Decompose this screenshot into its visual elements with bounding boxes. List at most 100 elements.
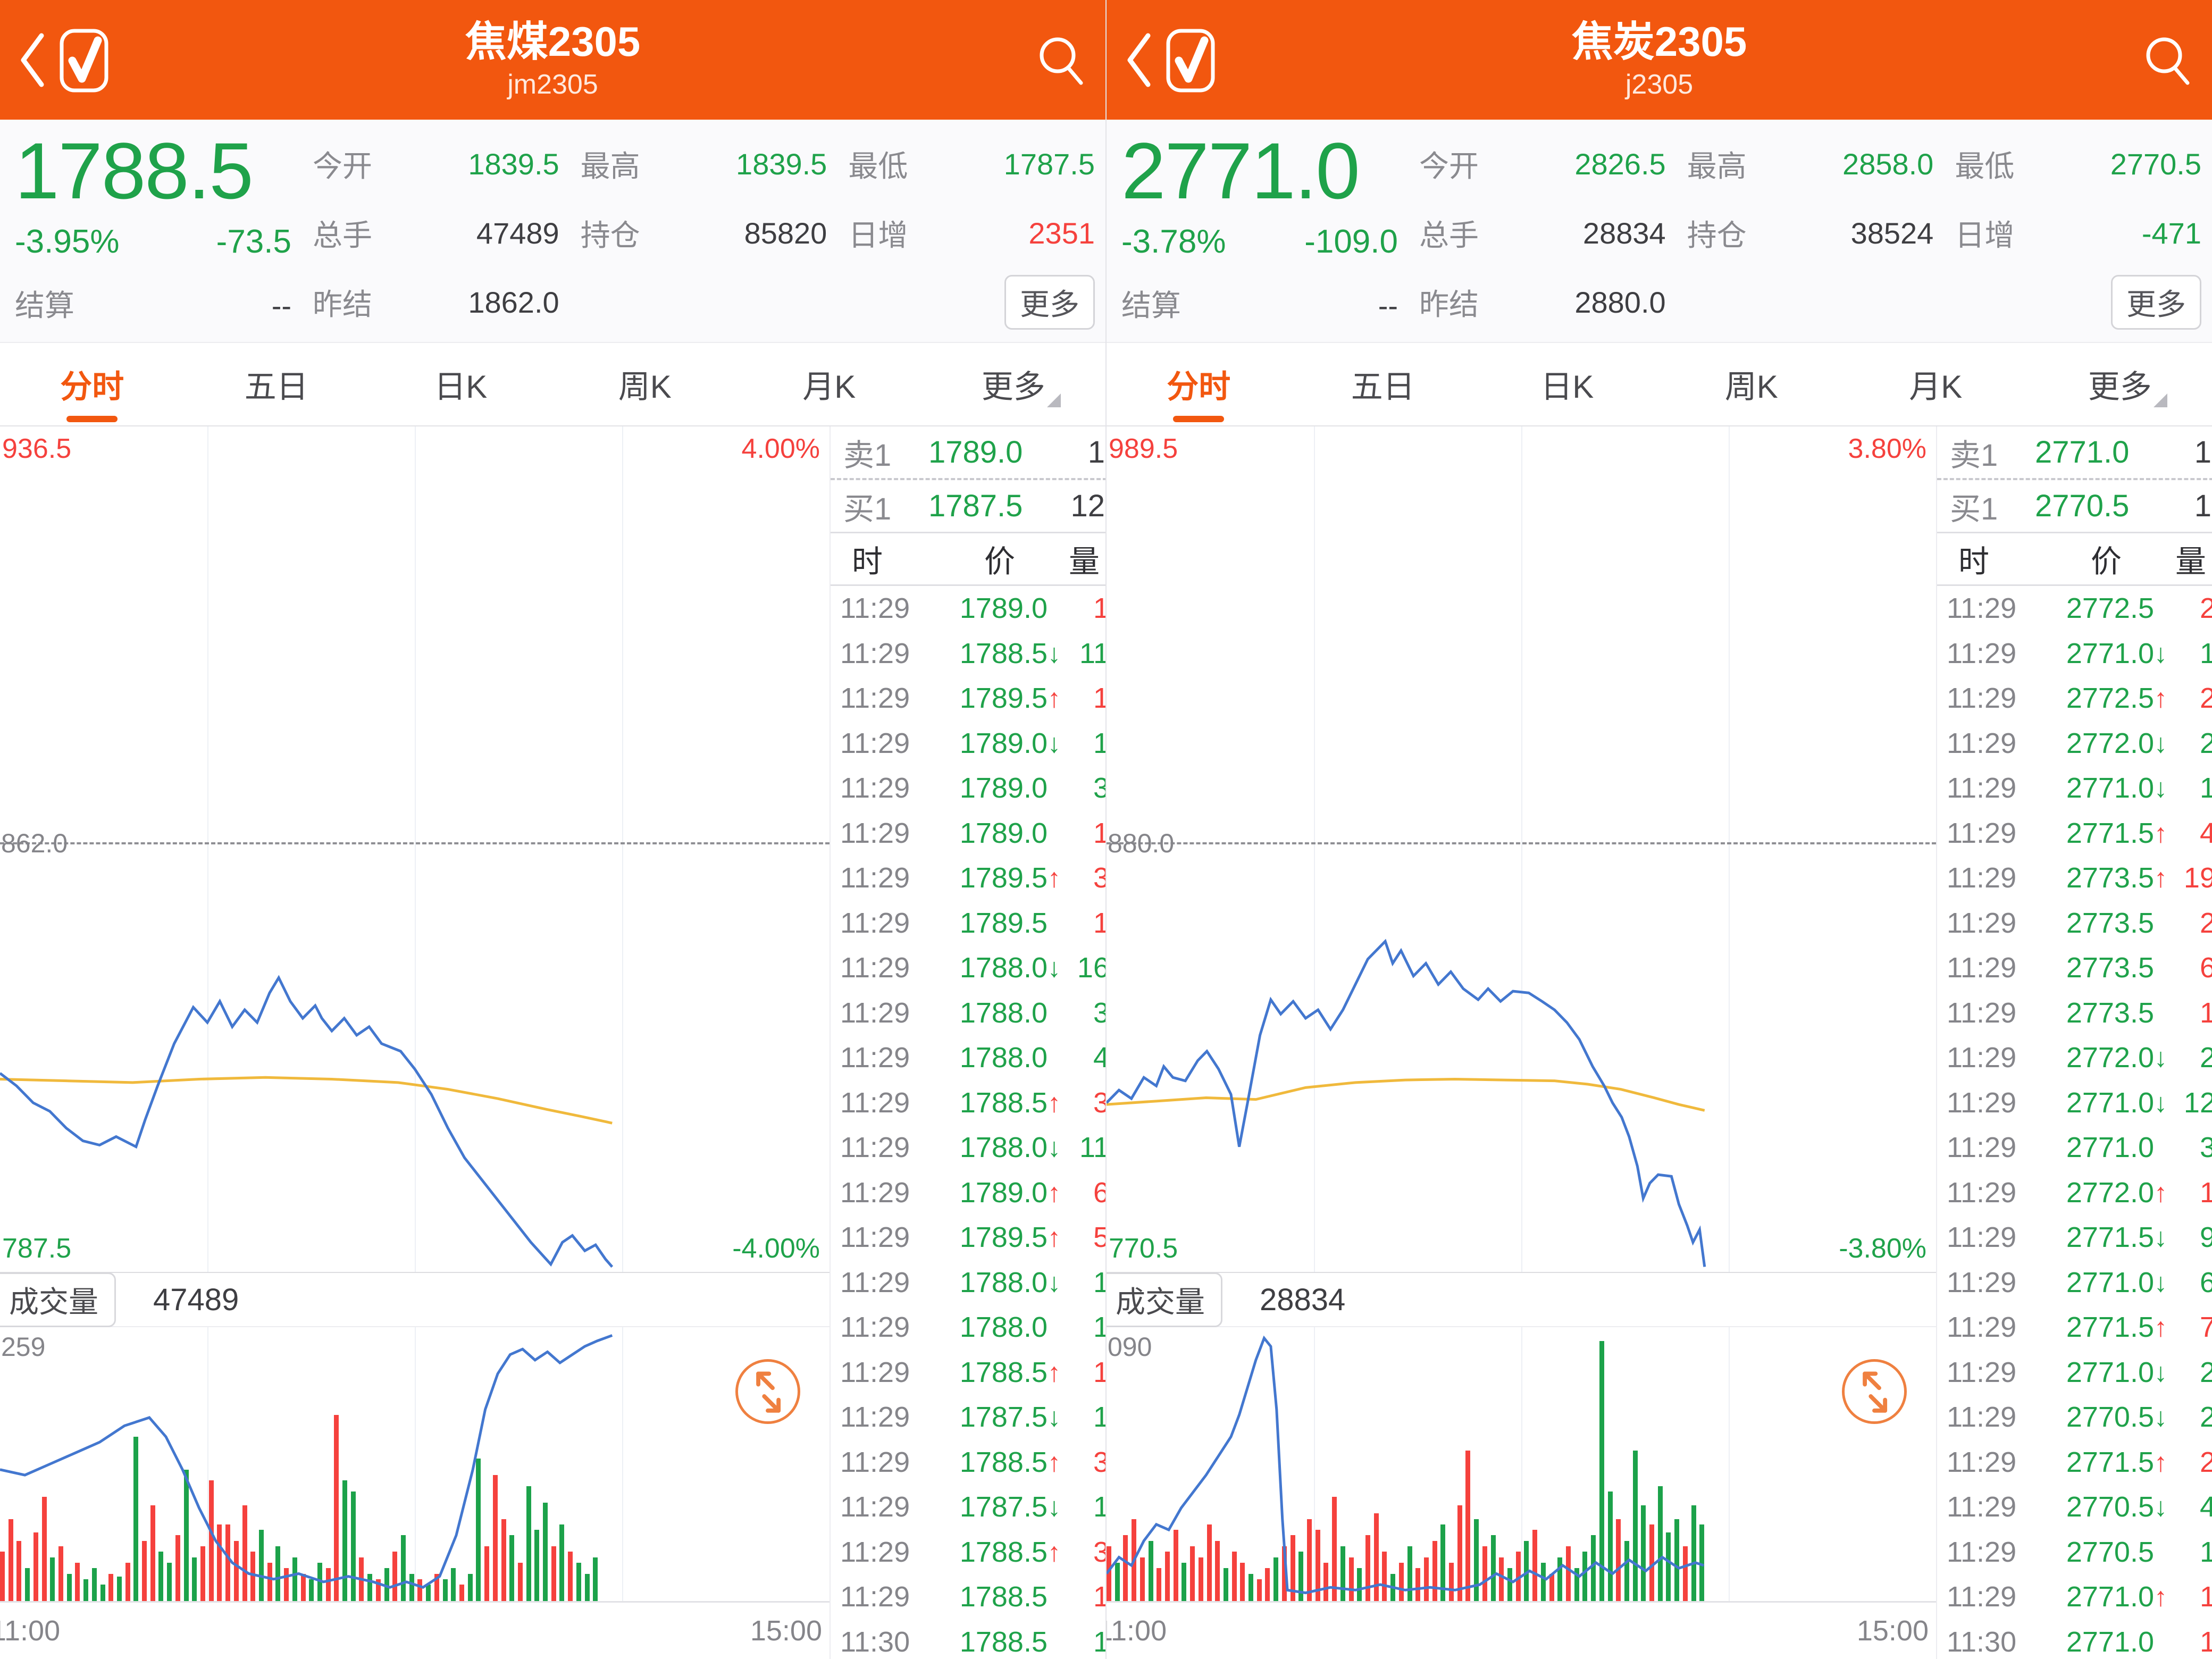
tick-price: 2772.0 [2066, 1176, 2154, 1209]
tick-row[interactable]: 11:29 2772.0 ↑ 1 [1937, 1170, 2212, 1216]
tick-row[interactable]: 11:29 2771.5 ↑ 4 [1937, 811, 2212, 856]
tab-weekly-k[interactable]: 周K [1724, 369, 1778, 405]
orderbook-ask-row[interactable]: 卖1 2771.0 1 [1937, 426, 2212, 480]
more-quote-button[interactable]: 更多 [2110, 274, 2201, 330]
intraday-price-chart[interactable]: 862.0 936.5 4.00% 787.5 -4.00% [0, 426, 830, 1272]
tick-list[interactable]: 11:291789.0111:291788.5↓1111:291789.5↑11… [831, 586, 1105, 1659]
tick-row[interactable]: 11:29 2773.5 ↑ 19 [1937, 856, 2212, 901]
tick-row[interactable]: 11:29 1788.5↑ 3 [831, 1080, 1105, 1126]
grid-line [415, 426, 416, 1272]
volume-chart[interactable]: 259 [0, 1327, 830, 1601]
search-icon[interactable] [1031, 28, 1090, 91]
tick-row[interactable]: 11:29 1789.5 1 [831, 901, 1105, 946]
tick-row[interactable]: 11:29 1789.0 3 [831, 766, 1105, 811]
tick-row[interactable]: 11:29 2770.5 ↓ 2 [1937, 1395, 2212, 1440]
tab-more[interactable]: 更多 [921, 343, 1106, 425]
tick-row[interactable]: 11:29 1788.0 3 [831, 991, 1105, 1036]
tick-row[interactable]: 11:29 1787.5↓ 1 [831, 1485, 1105, 1530]
tab-minute[interactable]: 分时 [0, 343, 185, 425]
tick-row[interactable]: 11:29 2772.0 ↓ 2 [1937, 721, 2212, 766]
watchlist-check-icon[interactable] [1165, 26, 1216, 95]
tab-fiveday[interactable]: 五日 [1351, 369, 1415, 405]
tab-monthly-k[interactable]: 月K [802, 369, 856, 405]
tick-volume: 1 [1072, 1580, 1105, 1613]
tick-row[interactable]: 11:29 1789.0↓ 1 [831, 721, 1105, 766]
volume-chip-button[interactable]: 成交量 [1107, 1272, 1222, 1327]
tab-fiveday[interactable]: 五日 [244, 369, 308, 405]
tick-row[interactable]: 11:29 2773.5 1 [1937, 991, 2212, 1036]
tick-row[interactable]: 11:29 2771.0 ↓ 2 [1937, 1350, 2212, 1395]
tab-daily-k[interactable]: 日K [1540, 369, 1594, 405]
orderbook-bid-row[interactable]: 买1 1787.5 12 [831, 480, 1105, 533]
watchlist-check-icon[interactable] [58, 26, 110, 95]
orderbook-bid-row[interactable]: 买1 2770.5 1 [1937, 480, 2212, 533]
volume-bar [1256, 1579, 1262, 1601]
tick-price: 1788.5 [959, 637, 1048, 669]
tick-row[interactable]: 11:29 2771.5 ↑ 2 [1937, 1440, 2212, 1485]
tick-row[interactable]: 11:29 2771.0 ↑ 1 [1937, 1574, 2212, 1620]
tick-row[interactable]: 11:29 2772.5 ↑ 2 [1937, 676, 2212, 721]
search-icon[interactable] [2138, 28, 2196, 91]
tick-row[interactable]: 11:29 2770.5 1 [1937, 1530, 2212, 1575]
tick-row[interactable]: 11:29 1789.0 1 [831, 811, 1105, 856]
tick-row[interactable]: 11:29 1788.5↑ 3 [831, 1530, 1105, 1575]
tick-row[interactable]: 11:29 2771.5 ↑ 7 [1937, 1305, 2212, 1350]
tick-row[interactable]: 11:29 2770.5 ↓ 4 [1937, 1485, 2212, 1530]
tick-list[interactable]: 11:29 2772.5 2 11:29 2771.0 ↓ 1 11:29 2772.5 ↑ 2 11… [1937, 586, 2212, 1659]
tick-price: 2771.5 [2066, 1221, 2154, 1254]
back-icon[interactable] [1120, 28, 1158, 92]
more-quote-button[interactable]: 更多 [1004, 274, 1095, 330]
tab-minute[interactable]: 分时 [1107, 343, 1291, 425]
tab-monthly-k[interactable]: 月K [1909, 369, 1963, 405]
tick-row[interactable]: 11:29 1789.5↑ 3 [831, 856, 1105, 901]
tick-row[interactable]: 11:29 2771.0 ↓ 6 [1937, 1260, 2212, 1305]
tick-row[interactable]: 11:29 1788.0↓ 1 [831, 1260, 1105, 1305]
tick-row[interactable]: 11:29 2772.0 ↓ 2 [1937, 1035, 2212, 1080]
tick-price: 1789.0 [959, 727, 1048, 759]
tab-weekly-k[interactable]: 周K [618, 369, 672, 405]
down-arrow-icon: ↓ [1048, 1492, 1061, 1522]
tick-row[interactable]: 11:29 1789.0 1 [831, 586, 1105, 631]
tab-daily-k[interactable]: 日K [434, 369, 488, 405]
tick-row[interactable]: 11:30 1788.5 1 [831, 1620, 1105, 1659]
tick-row[interactable]: 11:29 2772.5 2 [1937, 586, 2212, 631]
tick-row[interactable]: 11:29 2773.5 2 [1937, 901, 2212, 946]
tick-row[interactable]: 11:29 2771.0 3 [1937, 1125, 2212, 1170]
col-volume: 量 [1068, 544, 1100, 579]
tick-row[interactable]: 11:29 1788.5↑ 3 [831, 1440, 1105, 1485]
back-icon[interactable] [14, 28, 51, 92]
volume-bar [1231, 1552, 1237, 1601]
tick-row[interactable]: 11:29 1787.5↓ 1 [831, 1395, 1105, 1440]
tick-row[interactable]: 11:29 2771.0 ↓ 1 [1937, 631, 2212, 676]
tick-row[interactable]: 11:29 1789.5↑ 5 [831, 1215, 1105, 1260]
expand-chart-icon[interactable] [735, 1359, 800, 1424]
tick-row[interactable]: 11:30 2771.0 1 [1937, 1620, 2212, 1659]
volume-chart[interactable]: 090 [1107, 1327, 1936, 1601]
tick-row[interactable]: 11:29 1789.0↑ 6 [831, 1170, 1105, 1216]
tick-row[interactable]: 11:29 1788.0 ↓ 16 [831, 945, 1105, 991]
tick-row[interactable]: 11:29 2773.5 6 [1937, 945, 2212, 991]
volume-bar [1591, 1535, 1596, 1601]
volume-total-value: 47489 [153, 1282, 239, 1317]
volume-chip-button[interactable]: 成交量 [0, 1272, 116, 1327]
tick-row[interactable]: 11:29 1788.5 ↓ 11 [831, 631, 1105, 676]
volume-bar [1148, 1540, 1153, 1601]
tick-row[interactable]: 11:29 1788.0 ↓ 11 [831, 1125, 1105, 1170]
tick-row[interactable]: 11:29 1789.5↑ 1 [831, 676, 1105, 721]
tick-row[interactable]: 11:29 1788.0 4 [831, 1035, 1105, 1080]
tick-row[interactable]: 11:29 1788.5 1 [831, 1574, 1105, 1620]
tick-row[interactable]: 11:29 2771.0 ↓ 12 [1937, 1080, 2212, 1126]
tick-row[interactable]: 11:29 1788.0 1 [831, 1305, 1105, 1350]
tick-row[interactable]: 11:29 2771.5 ↓ 9 [1937, 1215, 2212, 1260]
tab-more[interactable]: 更多 [2028, 343, 2212, 425]
tick-row[interactable]: 11:29 1788.5↑ 1 [831, 1350, 1105, 1395]
more-tab-corner-icon [2154, 393, 2167, 407]
volume-bar [1249, 1573, 1254, 1601]
expand-chart-icon[interactable] [1842, 1359, 1907, 1424]
tick-volume: 2 [2199, 682, 2212, 715]
tick-row[interactable]: 11:29 2771.0 ↓ 1 [1937, 766, 2212, 811]
intraday-price-chart[interactable]: 880.0 989.5 3.80% 770.5 -3.80% [1107, 426, 1936, 1272]
orderbook-ask-row[interactable]: 卖1 1789.0 1 [831, 426, 1105, 480]
col-time: 时 [1958, 544, 1990, 579]
volume-bar [325, 1568, 331, 1601]
